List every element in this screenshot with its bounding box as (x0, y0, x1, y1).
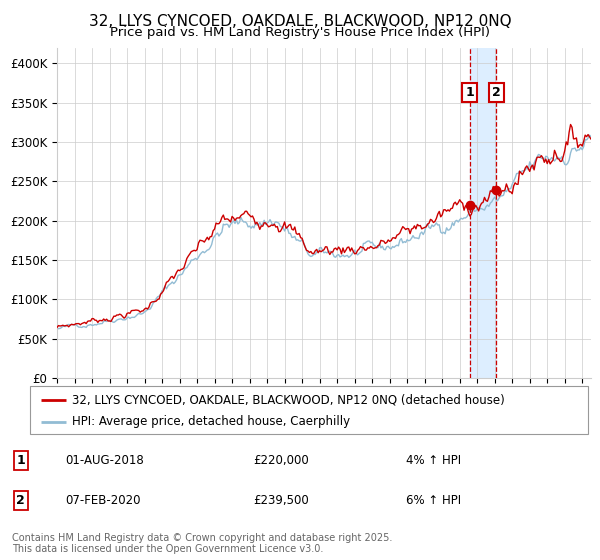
Text: 07-FEB-2020: 07-FEB-2020 (65, 494, 140, 507)
Text: HPI: Average price, detached house, Caerphilly: HPI: Average price, detached house, Caer… (72, 415, 350, 428)
Text: Price paid vs. HM Land Registry's House Price Index (HPI): Price paid vs. HM Land Registry's House … (110, 26, 490, 39)
Bar (470, 48, 496, 378)
Text: 1: 1 (16, 454, 25, 467)
Text: 32, LLYS CYNCOED, OAKDALE, BLACKWOOD, NP12 0NQ (detached house): 32, LLYS CYNCOED, OAKDALE, BLACKWOOD, NP… (72, 393, 505, 406)
Text: 2: 2 (492, 86, 500, 99)
FancyBboxPatch shape (30, 386, 588, 434)
Text: 1: 1 (466, 86, 474, 99)
Text: 6% ↑ HPI: 6% ↑ HPI (406, 494, 461, 507)
Text: £220,000: £220,000 (253, 454, 309, 467)
Text: 01-AUG-2018: 01-AUG-2018 (65, 454, 143, 467)
Text: 2: 2 (16, 494, 25, 507)
Text: Contains HM Land Registry data © Crown copyright and database right 2025.
This d: Contains HM Land Registry data © Crown c… (12, 533, 392, 554)
Text: 4% ↑ HPI: 4% ↑ HPI (406, 454, 461, 467)
Text: £239,500: £239,500 (253, 494, 309, 507)
Text: 32, LLYS CYNCOED, OAKDALE, BLACKWOOD, NP12 0NQ: 32, LLYS CYNCOED, OAKDALE, BLACKWOOD, NP… (89, 14, 511, 29)
